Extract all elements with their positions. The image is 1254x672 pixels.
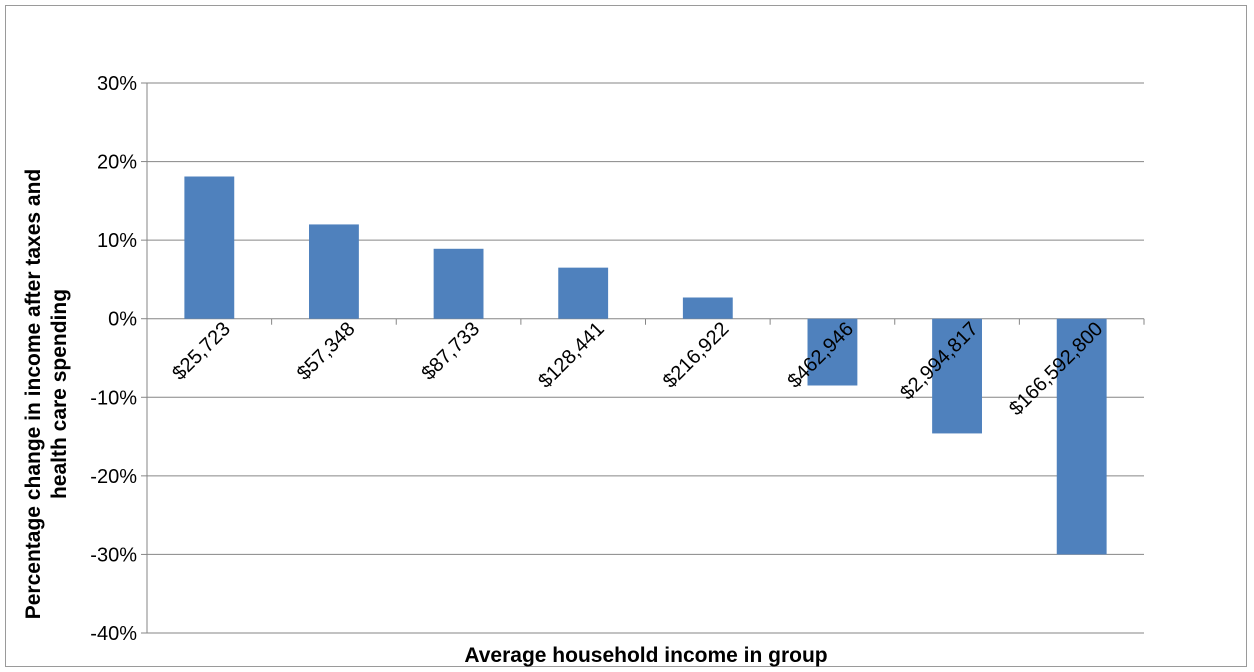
y-tick-label: 10% (97, 230, 137, 252)
bar (1056, 318, 1107, 555)
bar (682, 297, 733, 319)
x-category-label: $216,922 (659, 318, 734, 393)
x-axis-title: Average household income in group (464, 644, 827, 667)
bar (558, 267, 609, 319)
bar (184, 176, 235, 319)
y-axis-title-line-2: health care spending (48, 289, 71, 499)
bar (433, 248, 484, 319)
y-tick-label: -30% (90, 544, 137, 566)
y-tick-label: 20% (97, 152, 137, 174)
chart-frame (5, 5, 1247, 667)
bar (807, 318, 858, 386)
y-tick-labels: -40% -30% -20% -10% 0% 10% 20% 30% (90, 73, 137, 645)
y-tick-label: 30% (97, 73, 137, 95)
y-tick-label: -10% (90, 387, 137, 409)
x-category-label: $25,723 (168, 318, 235, 385)
x-category-label: $57,348 (293, 318, 360, 385)
x-category-label: $87,733 (417, 318, 484, 385)
y-axis-title-line-1: Percentage change in income after taxes … (22, 169, 45, 620)
y-tick-label: 0% (108, 309, 137, 331)
bar (932, 318, 982, 434)
x-category-label: $128,441 (534, 318, 609, 393)
bars (184, 176, 1107, 555)
y-tick-label: -40% (90, 623, 137, 645)
gridlines (141, 82, 1145, 634)
y-tick-label: -20% (90, 466, 137, 488)
bar (309, 224, 359, 319)
